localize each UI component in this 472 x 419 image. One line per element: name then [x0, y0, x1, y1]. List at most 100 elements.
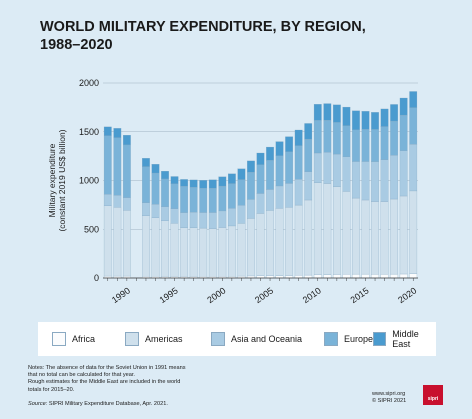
bar-americas-1997 [189, 227, 198, 277]
bar-africa-2016 [371, 274, 379, 279]
bar-europe-2008 [294, 145, 303, 180]
bar-europe-2002 [237, 179, 246, 206]
bar-asia-and-oceania-2013 [342, 156, 351, 192]
bar-americas-2008 [294, 204, 303, 276]
bar-americas-2002 [237, 223, 246, 277]
bar-americas-1999 [208, 228, 217, 277]
bar-middle-east-2009 [304, 123, 313, 140]
bar-asia-and-oceania-2009 [304, 171, 313, 201]
bar-asia-and-oceania-2008 [294, 179, 303, 206]
x-tick-label: 1990 [110, 285, 132, 305]
bar-middle-east-1994 [161, 171, 169, 180]
bar-americas-2007 [285, 207, 293, 276]
bar-africa-2017 [380, 274, 389, 279]
bar-europe-2009 [304, 138, 313, 172]
bar-europe-1990 [123, 144, 131, 198]
bar-africa-2012 [333, 274, 341, 279]
bar-middle-east-2008 [294, 129, 303, 146]
chart-title: WORLD MILITARY EXPENDITURE, BY REGION, 1… [40, 18, 460, 54]
bar-americas-1992 [142, 215, 150, 277]
bar-europe-1999 [208, 187, 217, 213]
bar-americas-2006 [275, 208, 284, 276]
bar-americas-1988 [103, 205, 112, 277]
bar-middle-east-2002 [237, 168, 246, 180]
legend-swatch-middle-east [373, 332, 387, 346]
bar-asia-and-oceania-2003 [247, 199, 255, 219]
bar-europe-1997 [189, 187, 198, 213]
bar-americas-2003 [247, 218, 255, 277]
bar-asia-and-oceania-1994 [161, 206, 169, 221]
y-tick-label: 0 [94, 273, 99, 283]
bar-americas-2012 [333, 186, 341, 275]
bar-americas-2000 [218, 227, 227, 277]
chart-legend: Africa Americas Asia and Oceania Europe … [38, 322, 436, 356]
bar-middle-east-2017 [380, 108, 389, 127]
bar-asia-and-oceania-2010 [313, 152, 322, 183]
legend-item-americas: Americas [125, 331, 183, 347]
bar-asia-and-oceania-2020 [409, 144, 418, 192]
bar-middle-east-1998 [199, 180, 208, 189]
bar-asia-and-oceania-2016 [371, 161, 379, 202]
bar-europe-2012 [333, 122, 341, 155]
bar-asia-and-oceania-2011 [323, 152, 332, 184]
bar-middle-east-2016 [371, 112, 379, 130]
bar-asia-and-oceania-2007 [285, 183, 293, 208]
bar-middle-east-2012 [333, 104, 341, 123]
bar-europe-2001 [228, 183, 236, 209]
bar-africa-2010 [313, 274, 322, 279]
bar-africa-2018 [390, 273, 398, 279]
bar-middle-east-1992 [142, 158, 150, 167]
bar-middle-east-2020 [409, 91, 418, 108]
x-tick-label: 2000 [205, 285, 227, 305]
bar-asia-and-oceania-1988 [103, 194, 112, 206]
y-tick-label: 1000 [79, 176, 99, 186]
bar-asia-and-oceania-2017 [380, 159, 389, 202]
bar-americas-1989 [113, 207, 122, 277]
bar-asia-and-oceania-2002 [237, 205, 246, 224]
bar-americas-2019 [399, 195, 408, 275]
y-axis-label-line1: Military expenditure [47, 143, 57, 217]
x-tick-label: 1995 [158, 285, 180, 305]
bar-africa-2008 [294, 275, 303, 279]
bar-americas-2017 [380, 201, 389, 275]
legend-item-middle-east: Middle East [373, 329, 436, 349]
bar-europe-2016 [371, 129, 379, 162]
legend-item-asia-oceania: Asia and Oceania [211, 331, 302, 347]
footer-url[interactable]: www.sipri.org [372, 391, 406, 397]
bar-americas-1994 [161, 220, 169, 277]
legend-swatch-americas [125, 332, 139, 346]
bar-asia-and-oceania-2019 [399, 150, 408, 197]
bar-middle-east-2000 [218, 176, 227, 187]
bar-middle-east-1989 [113, 128, 122, 138]
bar-africa-2015 [361, 273, 370, 279]
bar-americas-2005 [266, 210, 274, 276]
bar-africa-2011 [323, 274, 332, 279]
bar-europe-2007 [285, 151, 293, 184]
bar-africa-2014 [352, 273, 360, 279]
bar-middle-east-2011 [323, 103, 332, 121]
bar-europe-2010 [313, 120, 322, 154]
bar-middle-east-2001 [228, 173, 236, 184]
bar-europe-2006 [275, 155, 284, 187]
bar-asia-and-oceania-2014 [352, 161, 360, 199]
bar-middle-east-2003 [247, 160, 255, 173]
bar-americas-2013 [342, 191, 351, 275]
bar-americas-2020 [409, 190, 418, 274]
legend-label-middle-east: Middle East [392, 329, 419, 349]
x-tick-label: 2015 [349, 285, 371, 305]
y-tick-label: 1500 [79, 127, 99, 137]
bar-americas-2010 [313, 182, 322, 276]
logo-text: sipri [427, 396, 439, 402]
bar-europe-1992 [142, 166, 150, 203]
chart-notes: Notes: The absence of data for the Sovie… [28, 365, 248, 394]
bar-europe-1993 [151, 172, 160, 205]
y-tick-label: 2000 [79, 78, 99, 88]
y-axis-label: Military expenditure(constant 2019 US$ b… [47, 129, 67, 231]
bar-middle-east-2004 [256, 152, 265, 165]
source-text: SIPRI Military Expenditure Database, Apr… [48, 401, 168, 407]
bar-europe-1998 [199, 187, 208, 213]
legend-label-europe: Europe [344, 334, 374, 344]
bar-middle-east-1990 [123, 135, 131, 146]
legend-swatch-africa [52, 332, 66, 346]
bar-middle-east-1995 [170, 176, 179, 184]
